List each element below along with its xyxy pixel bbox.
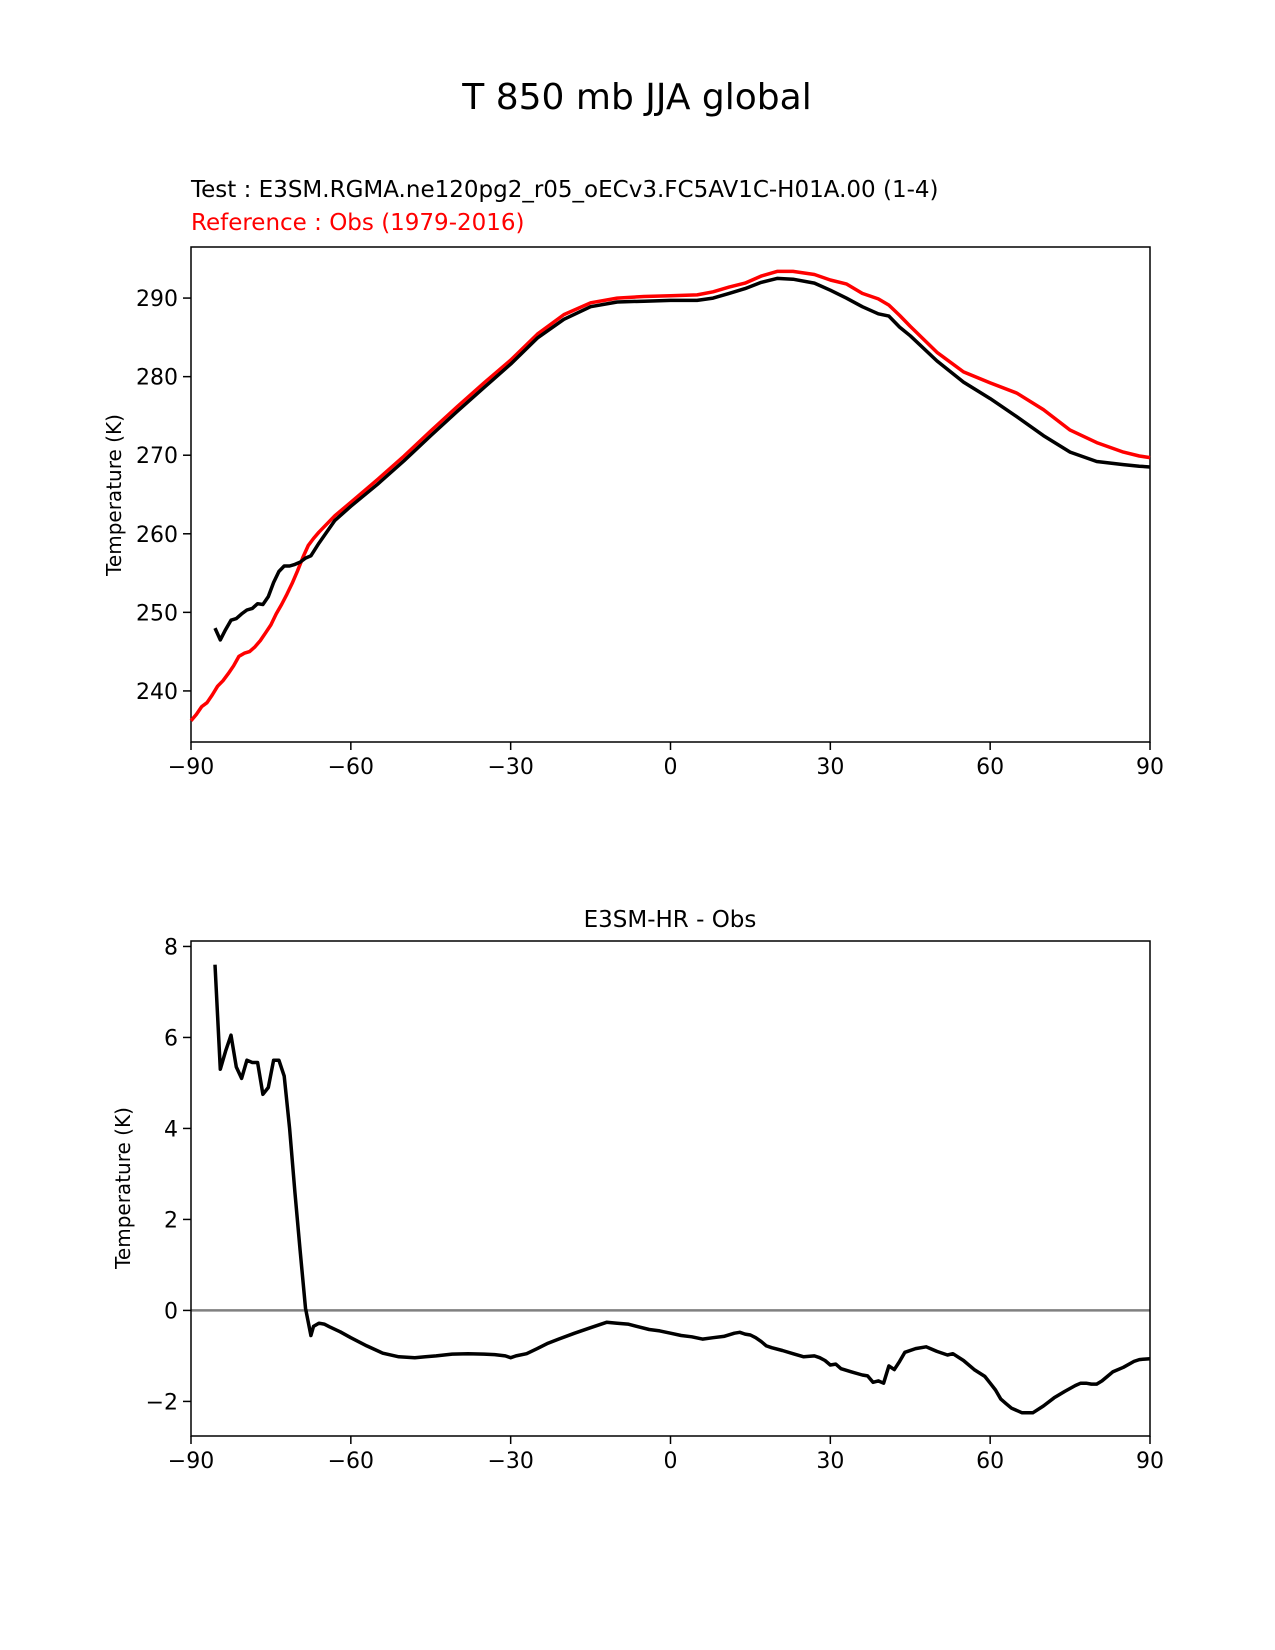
temperature-panel: Test : E3SM.RGMA.ne120pg2_r05_oECv3.FC5A… [102,177,1164,780]
top-x-tick-label: 30 [816,755,844,780]
bottom-x-tick-label: 30 [816,1449,844,1474]
bottom-y-tick-label: 4 [164,1117,178,1142]
bottom-x-tick-label: 0 [664,1449,678,1474]
top-y-tick-label: 260 [136,523,178,548]
top-y-tick-label: 280 [136,366,178,391]
bottom-y-tick-label: 6 [164,1026,178,1051]
bottom-y-tick-label: 8 [164,935,178,960]
bottom-x-tick-label: −60 [328,1449,374,1474]
top-x-tick-label: −90 [168,755,214,780]
bottom-y-tick-label: 0 [164,1299,178,1324]
bottom-x-tick-label: −90 [168,1449,214,1474]
top-x-tick-label: −60 [328,755,374,780]
bottom-x-tick-label: 90 [1136,1449,1164,1474]
top-y-tick-label: 240 [136,680,178,705]
top-y-tick-label: 270 [136,444,178,469]
bottom-y-tick-label: −2 [146,1390,178,1415]
reference-series-line [189,269,1151,722]
top-y-tick-label: 290 [136,287,178,312]
bottom-axes-frame [190,940,1151,1437]
bottom-y-tick-label: 2 [164,1208,178,1233]
top-x-tick-label: 60 [976,755,1004,780]
difference-panel: E3SM-HR - Obs Temperature (K) −90 −60 −30 0… [111,907,1164,1474]
reference-label: Reference : Obs (1979-2016) [191,210,525,236]
figure-title: T 850 mb JJA global [461,77,811,118]
top-x-tick-label: 90 [1136,755,1164,780]
test-label: Test : E3SM.RGMA.ne120pg2_r05_oECv3.FC5A… [190,177,938,203]
test-series-line [213,276,1151,642]
top-y-tick-label: 250 [136,601,178,626]
bottom-chart-title: E3SM-HR - Obs [584,907,757,933]
top-x-tick-label: 0 [664,755,678,780]
difference-series-line [213,964,1151,1415]
bottom-y-axis-label: Temperature (K) [111,1107,135,1270]
bottom-x-tick-label: −30 [487,1449,533,1474]
bottom-x-tick-label: 60 [976,1449,1004,1474]
top-x-tick-label: −30 [487,755,533,780]
top-axes-frame [190,246,1151,743]
top-y-axis-label: Temperature (K) [102,414,126,577]
